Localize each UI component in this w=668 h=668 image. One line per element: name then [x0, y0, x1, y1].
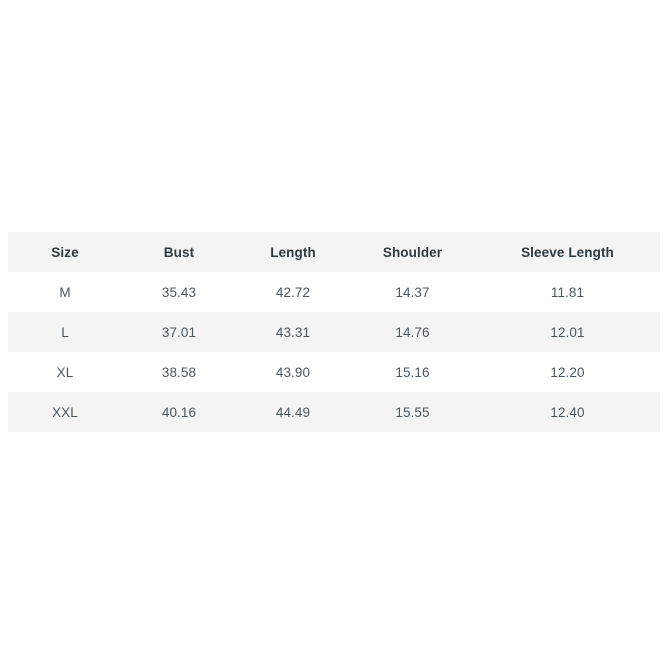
cell-length: 44.49: [275, 404, 311, 420]
cell-bust: 40.16: [161, 404, 197, 420]
cell-sleeve: 11.81: [550, 284, 585, 300]
table-header: Size Bust Length Shoulder Sleeve Length: [8, 232, 660, 272]
cell-size: XXL: [52, 404, 78, 420]
cell-length: 42.72: [275, 284, 311, 300]
cell-sleeve: 12.01: [550, 324, 585, 340]
table-row: M 35.43 42.72 14.37 11.81: [8, 272, 660, 312]
cell-shoulder: 15.16: [395, 364, 430, 380]
column-header-size: Size: [51, 244, 79, 260]
cell-bust: 37.01: [161, 324, 197, 340]
column-header-shoulder: Shoulder: [382, 244, 443, 260]
cell-bust: 35.43: [161, 284, 197, 300]
table-row: XL 38.58 43.90 15.16 12.20: [8, 352, 660, 392]
size-chart-table: Size Bust Length Shoulder Sleeve Length …: [8, 232, 660, 432]
column-header-length: Length: [270, 244, 316, 260]
table-body: M 35.43 42.72 14.37 11.81 L 37.01 43.31 …: [8, 272, 660, 432]
cell-shoulder: 15.55: [395, 404, 430, 420]
cell-shoulder: 14.76: [395, 324, 430, 340]
cell-length: 43.90: [275, 364, 311, 380]
cell-sleeve: 12.40: [550, 404, 585, 420]
table-header-row: Size Bust Length Shoulder Sleeve Length: [8, 232, 660, 272]
column-header-sleeve: Sleeve Length: [521, 244, 614, 260]
cell-length: 43.31: [275, 324, 311, 340]
table-row: L 37.01 43.31 14.76 12.01: [8, 312, 660, 352]
table-row: XXL 40.16 44.49 15.55 12.40: [8, 392, 660, 432]
cell-bust: 38.58: [161, 364, 197, 380]
cell-size: L: [61, 324, 69, 340]
cell-size: XL: [56, 364, 74, 380]
size-chart-container: Size Bust Length Shoulder Sleeve Length …: [8, 232, 660, 432]
cell-shoulder: 14.37: [395, 284, 430, 300]
column-header-bust: Bust: [163, 244, 195, 260]
cell-size: M: [59, 284, 71, 300]
cell-sleeve: 12.20: [550, 364, 585, 380]
